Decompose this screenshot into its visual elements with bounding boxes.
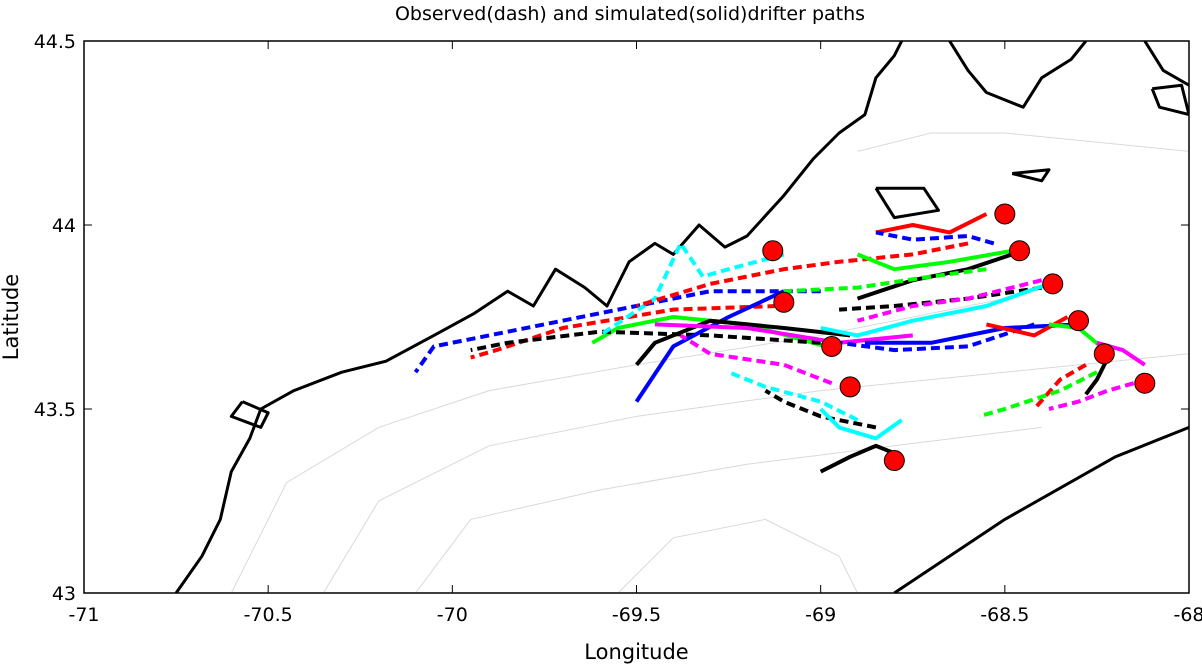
bathymetry-contour bbox=[415, 426, 1042, 593]
simulated-drifter-path bbox=[856, 248, 1013, 272]
island bbox=[229, 400, 270, 429]
y-axis-label: Latitude bbox=[0, 274, 23, 360]
coastline bbox=[1143, 41, 1189, 87]
coastline bbox=[174, 41, 904, 593]
y-tick-label: 43.5 bbox=[34, 399, 76, 421]
observed-drifter-path bbox=[598, 241, 785, 338]
axes: -71 -70.5 -70 -69.5 -69 -68.5 -68 43 43.5 44 44.5 bbox=[34, 31, 1202, 626]
observed-drifter-path bbox=[679, 333, 833, 386]
observed-drifter-path bbox=[1048, 381, 1135, 411]
drifter-start-marker bbox=[1042, 273, 1064, 295]
island bbox=[1011, 168, 1051, 183]
bathymetry-contour bbox=[230, 298, 1005, 593]
observed-drifter-path bbox=[470, 329, 821, 353]
shelf-edge-line bbox=[893, 426, 1189, 593]
bathymetry-contour bbox=[617, 518, 858, 593]
plot-area bbox=[174, 41, 1189, 593]
observed-drifter-path bbox=[413, 289, 821, 374]
drifter-start-marker bbox=[994, 203, 1016, 225]
simulated-drifter-path bbox=[819, 443, 896, 474]
drifter-start-marker bbox=[821, 335, 843, 357]
island bbox=[1150, 83, 1189, 117]
drifter-start-marker bbox=[839, 376, 861, 398]
x-tick-label: -70 bbox=[437, 604, 468, 626]
bathymetry-contour bbox=[322, 353, 1189, 593]
x-tick-label: -69.5 bbox=[612, 604, 661, 626]
simulated-drifter-path bbox=[864, 322, 1079, 345]
drifter-start-marker bbox=[1093, 343, 1115, 365]
y-tick-label: 44 bbox=[52, 215, 76, 237]
observed-drifter-path bbox=[875, 230, 995, 246]
drifter-start-marker bbox=[1134, 372, 1156, 394]
drifter-start-marker bbox=[1068, 310, 1089, 332]
y-tick-label: 43 bbox=[52, 583, 76, 605]
observed-drifter-path bbox=[764, 388, 877, 430]
drifter-start-marker bbox=[773, 291, 795, 313]
coastline bbox=[948, 41, 1088, 109]
x-tick-label: -68 bbox=[1173, 604, 1202, 626]
x-tick-label: -71 bbox=[68, 604, 99, 626]
x-tick-label: -68.5 bbox=[980, 604, 1029, 626]
chart-title: Observed(dash) and simulated(solid)drift… bbox=[395, 3, 865, 25]
observed-drifter-path bbox=[470, 304, 777, 360]
observed-drifter-path bbox=[856, 278, 1043, 323]
simulated-drifter-path bbox=[634, 318, 851, 367]
simulated-drifter-path bbox=[1084, 356, 1110, 396]
observed-drifter-path bbox=[727, 370, 859, 422]
observed-drifter-path bbox=[978, 370, 1098, 419]
simulated-drifter-path bbox=[875, 212, 988, 235]
simulated-drifter-path bbox=[985, 315, 1069, 338]
observed-drifter-path bbox=[635, 241, 969, 308]
island bbox=[874, 186, 940, 220]
bathymetry-contour bbox=[857, 132, 1189, 152]
observed-drifter-path bbox=[1032, 363, 1087, 411]
observed-drifter-path bbox=[838, 322, 1035, 353]
observed-drifter-path bbox=[838, 285, 1042, 312]
y-tick-label: 44.5 bbox=[34, 31, 76, 53]
simulated-drifter-path bbox=[819, 407, 903, 441]
simulated-drifter-path bbox=[820, 282, 1050, 338]
simulated-drifter-path bbox=[654, 322, 913, 345]
map-layer bbox=[174, 41, 1189, 593]
x-axis-label: Longitude bbox=[584, 640, 688, 664]
simulated-drifter-path bbox=[856, 252, 1013, 301]
drifter-start-marker bbox=[1009, 240, 1031, 262]
drifter-start-marker bbox=[762, 240, 784, 262]
x-tick-label: -70.5 bbox=[244, 604, 293, 626]
simulated-drifter-path bbox=[634, 289, 785, 403]
x-tick-label: -69 bbox=[805, 604, 836, 626]
observed-drifter-path bbox=[783, 267, 987, 294]
drifter-start-marker bbox=[883, 450, 905, 472]
